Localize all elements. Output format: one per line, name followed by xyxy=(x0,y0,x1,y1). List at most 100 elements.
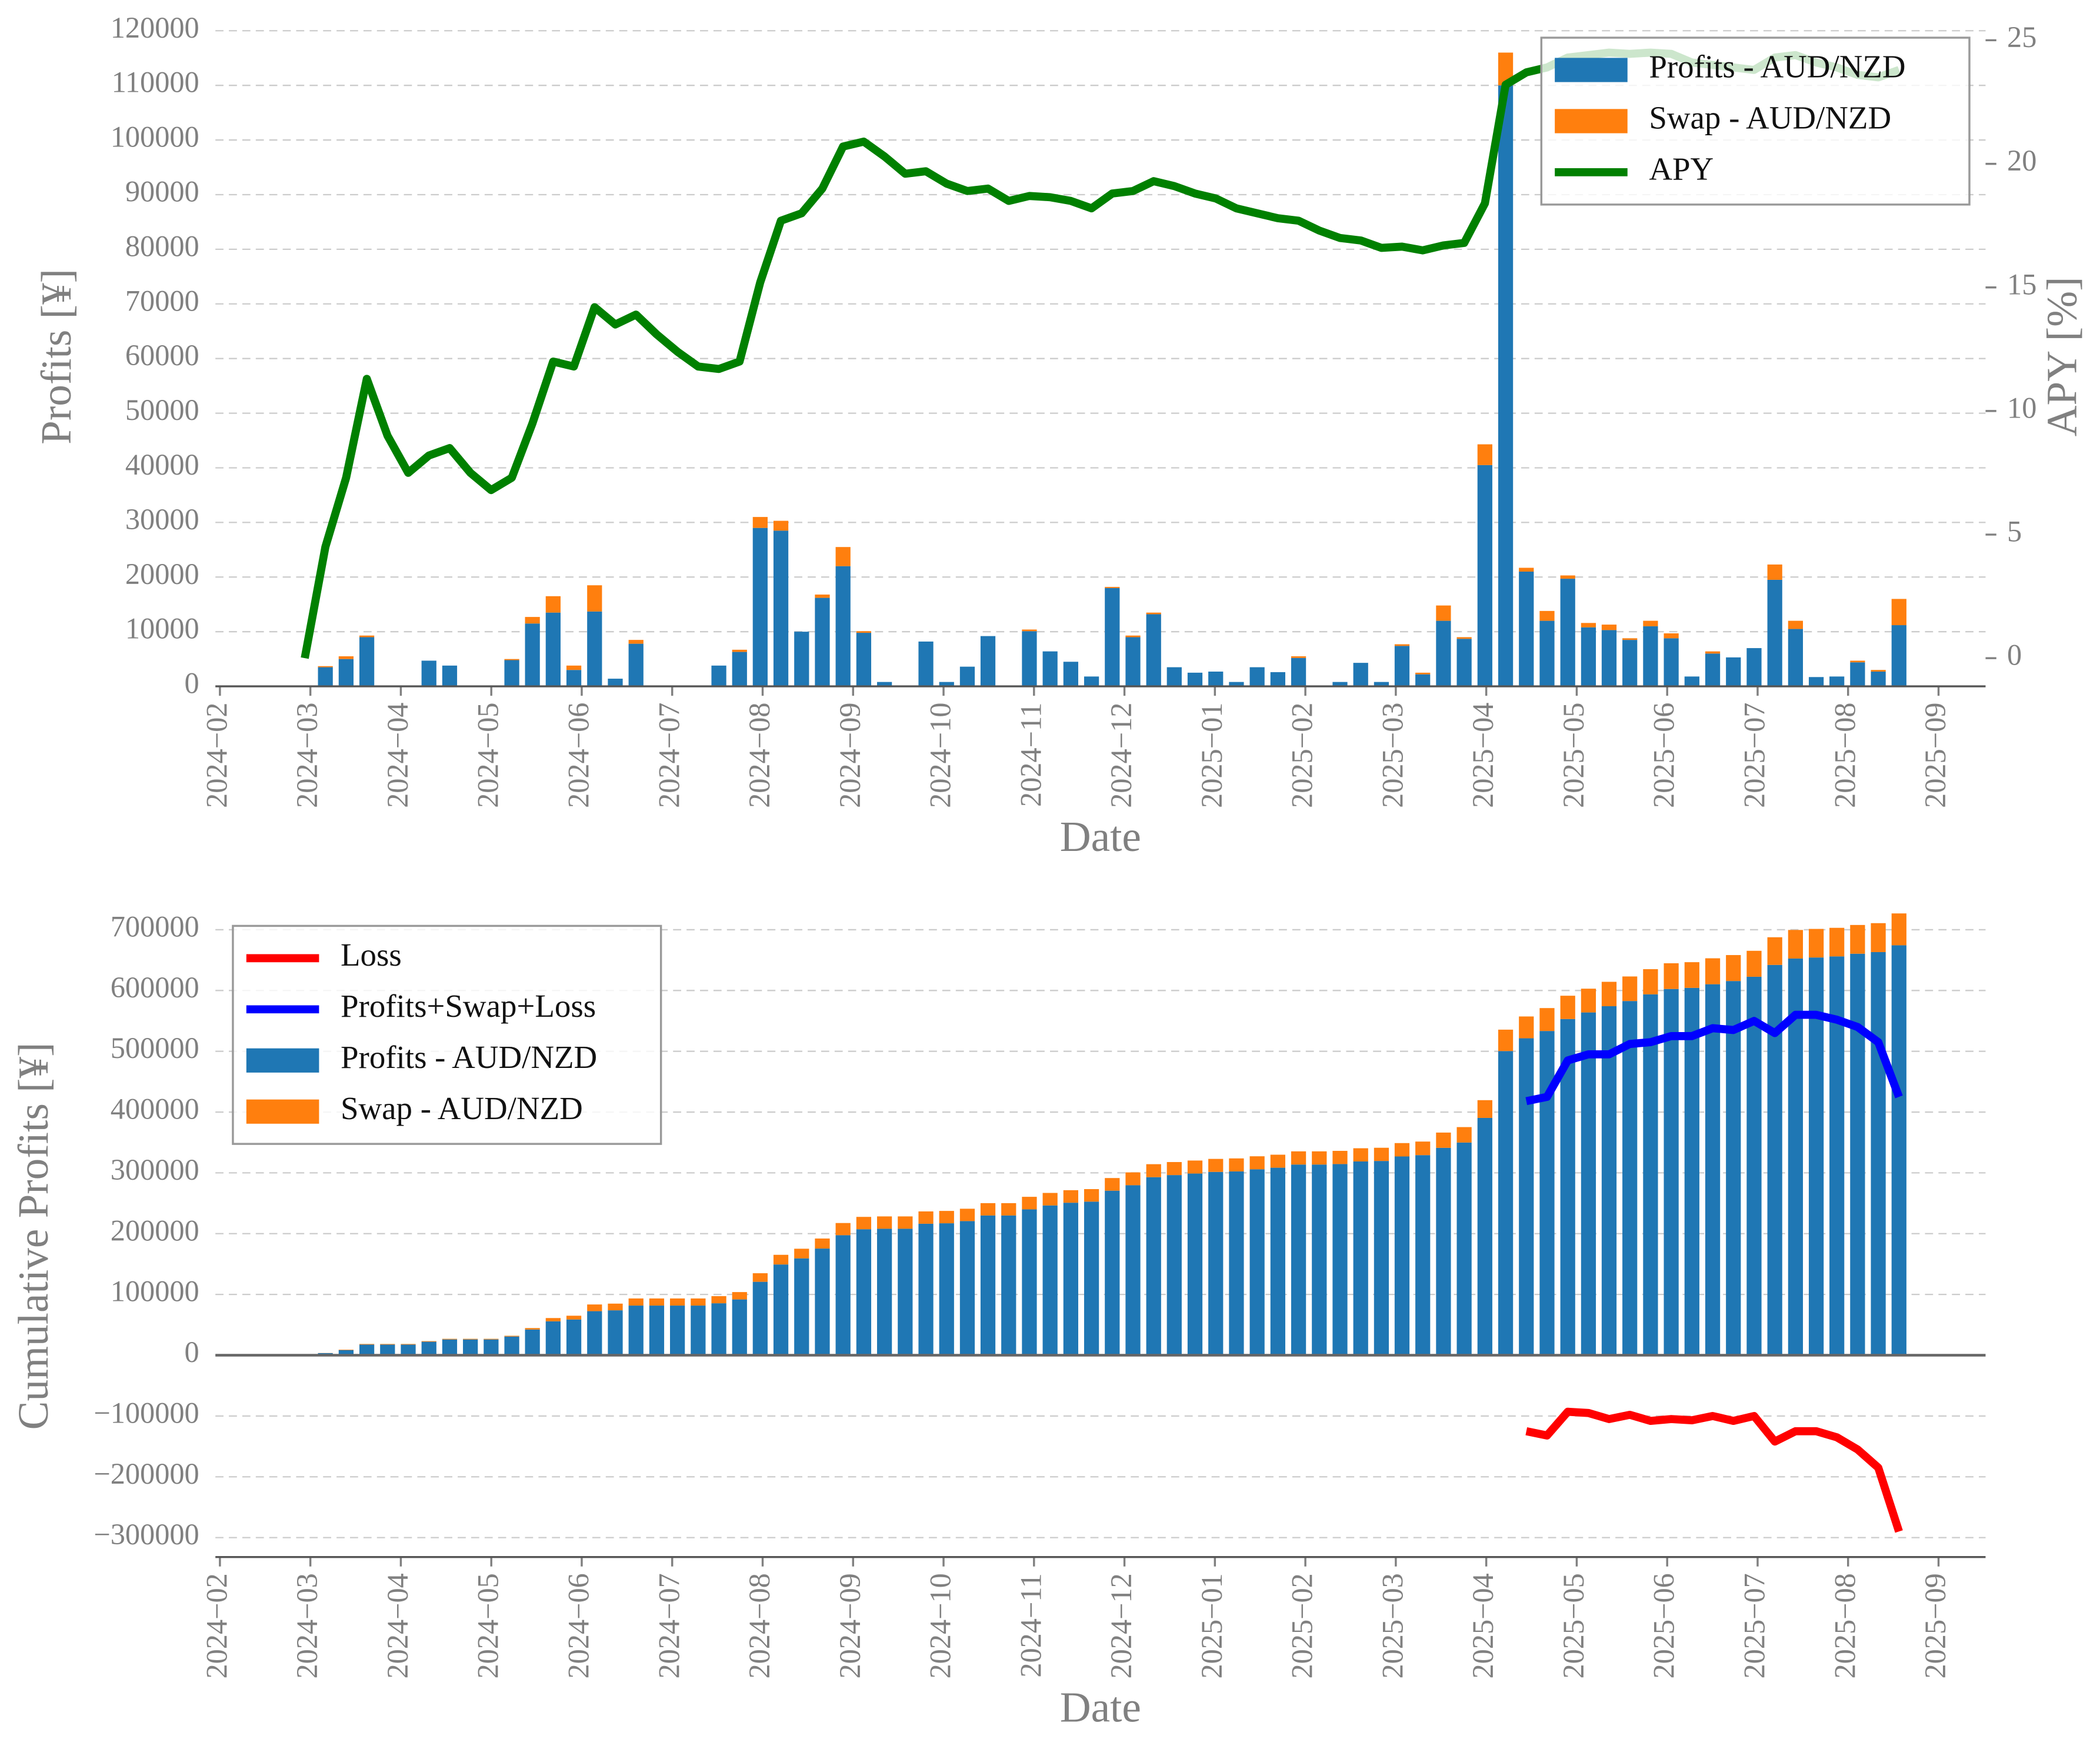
bar xyxy=(1125,637,1141,687)
x-tick-label: 2024−08 xyxy=(743,1573,776,1678)
bar xyxy=(1084,676,1099,687)
bar xyxy=(1415,672,1431,675)
bar xyxy=(835,1235,851,1356)
bar xyxy=(1022,629,1037,632)
bar xyxy=(442,665,458,687)
x-tick-label: 2024−06 xyxy=(562,1573,595,1678)
x-tick-label: 2025−03 xyxy=(1376,1573,1409,1678)
bar xyxy=(1622,1001,1638,1356)
bar xyxy=(318,667,333,687)
bar xyxy=(1581,623,1596,627)
bar xyxy=(1456,1142,1472,1356)
bar xyxy=(545,1318,561,1321)
y-tick-label: 600000 xyxy=(111,971,199,1004)
bar xyxy=(1477,1117,1492,1356)
bar xyxy=(1456,637,1472,639)
bar xyxy=(1829,676,1845,687)
bar xyxy=(587,1311,602,1356)
bar xyxy=(752,1273,768,1282)
x-tick-label: 2024−07 xyxy=(652,1573,685,1678)
bar xyxy=(1829,927,1845,957)
bar xyxy=(587,1304,602,1311)
x-tick-label: 2025−06 xyxy=(1648,703,1681,808)
bar xyxy=(691,1306,706,1356)
bar xyxy=(545,612,561,687)
bar xyxy=(815,1248,830,1356)
y2-tick-label: 25 xyxy=(2007,21,2036,54)
bar xyxy=(1746,648,1762,687)
bar xyxy=(1539,620,1555,687)
y-axis-label: Cumulative Profits [¥] xyxy=(9,1042,57,1430)
bar xyxy=(628,1306,644,1356)
y-tick-label: 100000 xyxy=(111,121,199,153)
y-tick-label: 80000 xyxy=(125,229,199,262)
bar xyxy=(876,682,892,687)
bar xyxy=(1871,672,1886,687)
bar xyxy=(1560,575,1575,579)
bar xyxy=(1519,1016,1534,1039)
bar xyxy=(1767,579,1782,687)
bar xyxy=(1519,1038,1534,1356)
bar xyxy=(1249,1169,1265,1356)
bar xyxy=(1477,444,1492,465)
bar xyxy=(898,1228,913,1356)
bar xyxy=(1705,653,1721,687)
x-tick-label: 2024−06 xyxy=(562,703,595,808)
bar xyxy=(1042,1193,1058,1206)
bar xyxy=(1312,1151,1327,1165)
legend-swatch xyxy=(1555,58,1628,82)
bar xyxy=(773,530,789,687)
bar xyxy=(876,1228,892,1356)
y-tick-label: 10000 xyxy=(125,612,199,645)
bar xyxy=(1808,957,1824,1356)
bar xyxy=(1871,670,1886,672)
bar xyxy=(1850,660,1865,663)
bar xyxy=(1643,620,1658,626)
bar xyxy=(835,1223,851,1236)
bar xyxy=(1664,989,1679,1356)
bar xyxy=(463,1338,478,1340)
chart-panel: −300000 −200000 −100000 0 100000 200000 300000… xyxy=(9,910,1986,1731)
x-tick-label: 2025−03 xyxy=(1376,703,1409,808)
bar xyxy=(1291,1164,1306,1356)
bar xyxy=(1808,929,1824,958)
bar xyxy=(338,659,354,687)
bar xyxy=(1332,682,1348,687)
bar xyxy=(1415,1141,1431,1156)
y-tick-label: 40000 xyxy=(125,448,199,481)
y2-tick-label: 15 xyxy=(2007,268,2036,301)
x-tick-label: 2024−02 xyxy=(200,703,233,808)
bar xyxy=(1560,579,1575,687)
bar xyxy=(1229,1171,1244,1356)
x-tick-label: 2025−08 xyxy=(1828,1573,1861,1678)
bar xyxy=(1270,1154,1285,1168)
bar xyxy=(732,1292,747,1300)
bar xyxy=(1871,923,1886,952)
bar xyxy=(442,1338,458,1340)
bar xyxy=(1850,924,1865,954)
bar xyxy=(1726,955,1741,982)
bar xyxy=(1022,1209,1037,1356)
bar xyxy=(1042,1205,1058,1356)
bar xyxy=(1519,567,1534,572)
bar xyxy=(711,1296,726,1304)
y-tick-label: 120000 xyxy=(111,11,199,44)
bar xyxy=(1187,1160,1203,1174)
bar xyxy=(856,1217,872,1230)
x-tick-label: 2024−03 xyxy=(291,1573,324,1678)
bar xyxy=(338,656,354,659)
bar xyxy=(1808,677,1824,687)
bar xyxy=(566,1319,582,1356)
y-tick-label: 200000 xyxy=(111,1214,199,1247)
bar xyxy=(794,632,809,687)
bar xyxy=(856,1229,872,1356)
bar xyxy=(421,1341,436,1356)
y2-tick-label: 0 xyxy=(2007,639,2022,672)
bar xyxy=(1063,1203,1079,1356)
bar xyxy=(1208,1171,1224,1356)
bar xyxy=(856,631,872,633)
bar xyxy=(1539,610,1555,621)
bar xyxy=(1726,657,1741,687)
bar xyxy=(1270,672,1285,687)
